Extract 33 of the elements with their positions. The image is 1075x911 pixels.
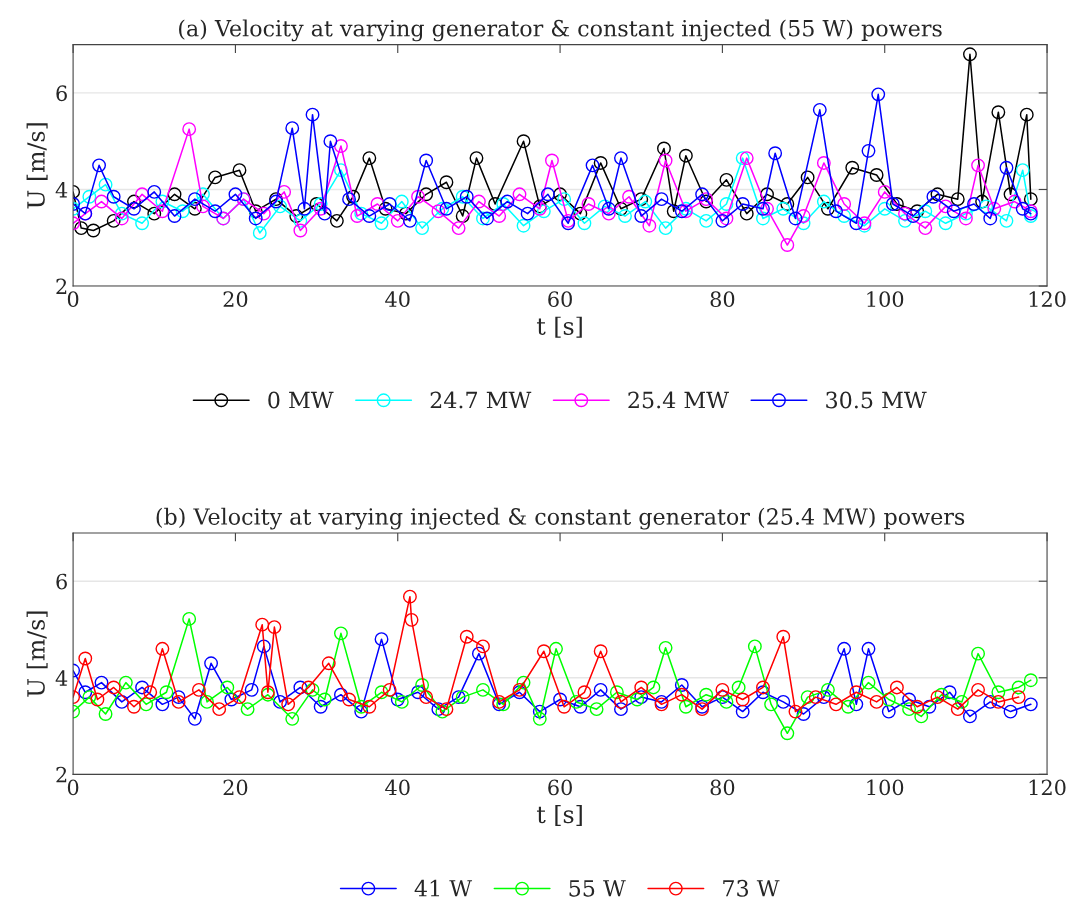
x-axis-title: t [s] [536,804,582,826]
y-tick-label: 6 [56,573,67,590]
x-tick-label: 0 [67,779,79,796]
x-tick-label: 60 [548,779,572,796]
y-tick-label: 4 [55,181,68,198]
y-tick-label: 4 [55,670,68,686]
x-tick-label: 40 [385,291,410,308]
x-tick-label: 120 [1029,779,1066,796]
chart-title: (a) Velocity at varying generator & constant injected (55 W) powers [179,19,942,42]
x-axis-title: t [s] [536,316,582,338]
x-tick-label: 80 [710,291,735,308]
x-tick-label: 120 [1029,291,1066,308]
legend-label: 24.7 MW [430,391,532,409]
x-tick-label: 20 [223,291,248,308]
y-tick-label: 6 [56,85,67,102]
legend-label: 73 W [723,879,780,897]
x-tick-label: 20 [223,779,248,796]
legend-label: 30.5 MW [826,391,927,409]
chart-title: (b) Velocity at varying injected & constant generator (25.4 MW) powers [156,507,965,530]
x-tick-label: 60 [548,291,572,308]
x-tick-label: 80 [710,779,735,796]
x-tick-label: 100 [867,291,904,308]
legend-label: 25.4 MW [628,391,729,409]
legend-label: 41 W [414,879,473,897]
y-tick-label: 2 [56,766,67,783]
x-tick-label: 100 [867,779,904,796]
x-tick-label: 0 [67,291,79,308]
y-axis-title: U [m/s] [26,611,48,697]
legend-label: 55 W [569,880,626,897]
legend-label: 0 MW [268,391,334,409]
y-tick-label: 2 [56,278,67,294]
x-tick-label: 40 [385,779,410,796]
y-axis-title: U [m/s] [26,123,48,209]
